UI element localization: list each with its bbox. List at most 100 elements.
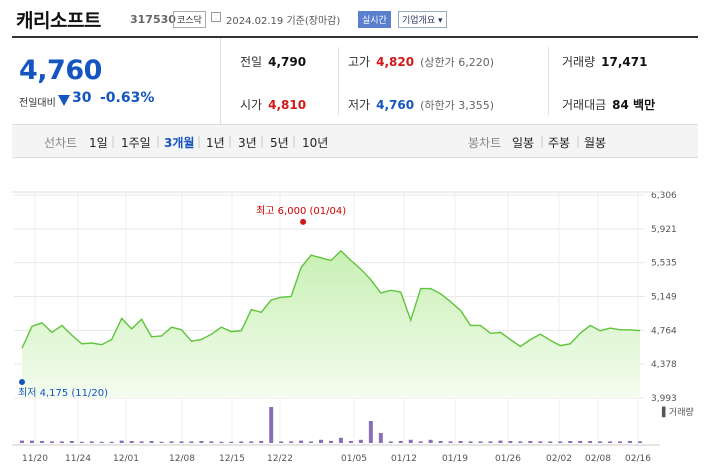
y-tick-label: 4,378 [651, 360, 677, 370]
stock-code: 317530 [130, 13, 176, 26]
trade-value: 84 백만 [612, 98, 656, 112]
volume-bar [189, 441, 194, 443]
volume-bar [299, 440, 304, 443]
tab-5y[interactable]: 5년 [270, 136, 289, 150]
price-area [22, 250, 640, 398]
volume-bar [438, 441, 443, 443]
volume-bar [269, 407, 274, 443]
price-line [21, 249, 641, 349]
volume-bar [139, 441, 144, 443]
volume-bar [418, 441, 423, 443]
tab-daily-candle[interactable]: 일봉 [512, 136, 535, 150]
volume-bar [588, 441, 593, 443]
trade-value-label: 거래대금 [562, 98, 607, 112]
low-label: 저가 [348, 98, 371, 112]
volume-stat: 거래량 17,471 [562, 53, 647, 70]
volume-bar [20, 440, 24, 443]
high-marker [300, 218, 307, 225]
volume-bar [209, 441, 214, 443]
volume-bar [548, 441, 553, 443]
tab-3m[interactable]: 3개월 [164, 136, 195, 150]
high-value: 4,820 [376, 55, 415, 69]
tab-1y[interactable]: 1년 [206, 136, 225, 150]
tab-weekly-candle[interactable]: 주봉 [548, 136, 571, 150]
volume-bar [558, 441, 563, 443]
price-change: 30 [72, 90, 92, 106]
volume-bar [628, 441, 633, 443]
x-tick-label: 11/24 [65, 454, 91, 464]
upper-limit: (상한가 6,220) [420, 56, 494, 69]
prev-close-stat: 전일 4,790 [240, 53, 306, 70]
volume-bar [398, 441, 403, 443]
volume-bar [329, 441, 333, 443]
candle-chart-label: 봉차트 [468, 136, 502, 150]
volume-bar [259, 441, 264, 443]
x-tick-label: 01/19 [442, 454, 468, 464]
market-badge: 코스닥 [173, 11, 206, 28]
tab-monthly-candle[interactable]: 월봉 [584, 136, 607, 150]
line-chart-label: 선차트 [44, 136, 78, 150]
open-label: 시가 [240, 98, 263, 112]
volume-bar [109, 441, 114, 443]
volume-bar [408, 439, 413, 443]
volume-bar [528, 441, 533, 443]
tab-10y[interactable]: 10년 [302, 136, 329, 150]
volume-bar [169, 441, 174, 443]
volume-bar [388, 441, 393, 443]
tab-separator: | [111, 134, 116, 148]
tab-separator: | [156, 134, 161, 148]
x-tick-label: 01/05 [341, 454, 367, 464]
volume-bar [488, 441, 493, 443]
realtime-button[interactable]: 실시간 [358, 11, 391, 28]
price-change-pct: -0.63% [100, 90, 155, 106]
tab-separator: | [228, 134, 233, 148]
tab-separator: | [260, 134, 265, 148]
stock-header: 캐리소프트 317530 코스닥 2024.02.19 기준(장마감) 실시간 … [0, 0, 710, 36]
tab-1d[interactable]: 1일 [89, 136, 108, 150]
volume-bar [69, 441, 74, 443]
volume-bar [79, 441, 84, 443]
volume-bar [239, 441, 244, 443]
x-tick-label: 01/26 [495, 454, 521, 464]
x-tick-label: 12/22 [267, 454, 293, 464]
current-price-panel: 4,760 전일대비 30 -0.63% [12, 38, 221, 124]
prev-close-label: 전일 [240, 55, 263, 69]
open-stat: 시가 4,810 [240, 96, 306, 113]
stat-divider [338, 47, 339, 115]
lower-limit: (하한가 3,355) [420, 99, 494, 112]
trade-value-stat: 거래대금 84 백만 [562, 96, 655, 113]
calendar-icon [211, 12, 221, 22]
low-value: 4,760 [376, 98, 415, 112]
volume-bar [159, 441, 164, 443]
low-annotation: 최저 4,175 (11/20) [18, 387, 108, 399]
volume-bar [289, 441, 294, 443]
tab-3y[interactable]: 3년 [238, 136, 257, 150]
volume-bar [338, 437, 343, 443]
low-stat: 저가 4,760 (하한가 3,355) [348, 96, 494, 113]
volume-bar [129, 441, 134, 443]
volume-bar [99, 441, 104, 443]
volume-bar [309, 441, 314, 443]
tab-1w[interactable]: 1주일 [121, 136, 151, 150]
company-info-dropdown[interactable]: 기업개요 ▾ [398, 11, 447, 28]
y-tick-label: 4,764 [651, 326, 677, 336]
volume-bar [279, 441, 284, 443]
down-triangle-icon [58, 95, 70, 106]
x-tick-label: 11/20 [22, 454, 48, 464]
volume-bar [468, 441, 473, 443]
volume-bar [219, 441, 224, 443]
volume-bar [608, 441, 613, 443]
x-tick-label: 02/02 [546, 454, 572, 464]
low-marker [19, 379, 25, 386]
period-toolbar: 선차트 1일 | 1주일 | 3개월 | 1년 | 3년 | 5년 | 10년 … [12, 124, 698, 158]
volume-bar [89, 441, 94, 443]
volume-label: ▌거래량 [661, 406, 694, 418]
current-price: 4,760 [19, 55, 102, 86]
volume-bar [598, 441, 603, 443]
volume-label: 거래량 [562, 55, 596, 69]
volume-bar [508, 441, 513, 443]
x-tick-label: 01/12 [391, 454, 417, 464]
volume-bar [229, 441, 234, 443]
open-value: 4,810 [268, 98, 307, 112]
x-tick-label: 02/08 [585, 454, 611, 464]
